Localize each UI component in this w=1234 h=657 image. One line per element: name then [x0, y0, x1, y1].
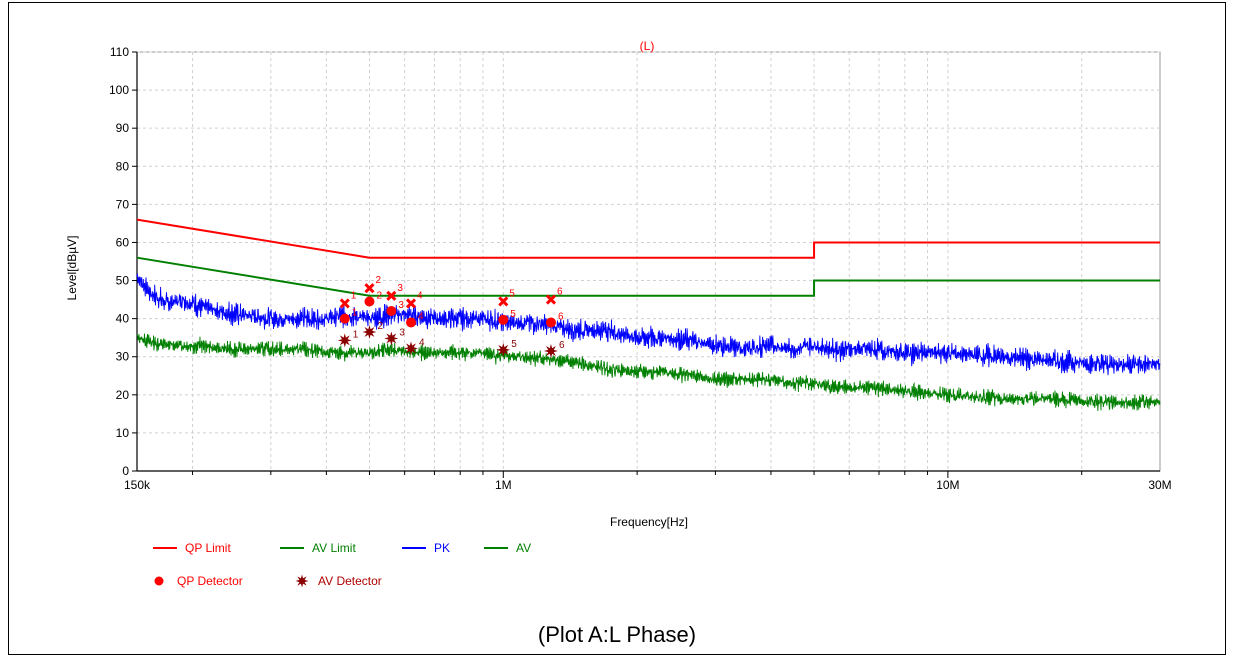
emission-chart: 0 10 20 30 40 50 60 70 80 90 100 110 150k 1M 10M 30M 1 2… [65, 39, 1172, 588]
av-detector-star [543, 344, 558, 359]
y-tick-label: 20 [116, 388, 130, 402]
legend-item: AV [484, 541, 531, 555]
legend-item: QP Detector [154, 574, 243, 588]
av-detector-star [404, 341, 418, 356]
chart-title: (L) [640, 39, 655, 53]
qp-detector-label: 4 [418, 311, 424, 322]
legend-label: QP Limit [185, 541, 231, 555]
y-tick-label: 10 [116, 426, 130, 440]
plot-area [136, 51, 1161, 472]
pk-peak-label: 1 [351, 290, 357, 301]
av-detector-star [496, 342, 511, 357]
pk-peak-cross [405, 298, 417, 309]
pk-peak-marker [545, 294, 557, 305]
series-qp-limit [136, 218, 1160, 259]
pk-peak-marker [405, 298, 417, 309]
av-detector-label: 5 [511, 339, 517, 350]
qp-detector-label: 3 [398, 300, 404, 311]
grid [136, 51, 1161, 472]
legend-item: AV Limit [280, 541, 356, 555]
qp-detector-dot [405, 317, 416, 328]
pk-peak-label: 3 [397, 283, 403, 294]
pk-peak-cross [498, 296, 509, 307]
plot-caption: (Plot A:L Phase) [537, 622, 697, 647]
qp-detector-dot [339, 313, 350, 324]
av-detector-label: 6 [559, 340, 565, 351]
pk-peak-cross [339, 298, 350, 309]
x-tick-label: 30M [1148, 478, 1171, 492]
marker-layer: 1 2 3 4 5 6 1 2 3 4 5 6 1 2 3 4 5 6 [337, 275, 565, 359]
av-detector-label: 3 [399, 327, 405, 338]
av-detector-star [362, 324, 377, 339]
pk-peak-marker [386, 290, 397, 301]
pk-peak-cross [545, 294, 557, 305]
legend-item: QP Limit [153, 541, 231, 555]
qp-detector-dot [364, 296, 375, 307]
pk-peak-cross [364, 283, 375, 294]
av-detector-label: 2 [377, 321, 383, 332]
x-tick-label: 150k [124, 478, 151, 492]
qp-detector-label: 1 [352, 308, 358, 319]
y-tick-label: 0 [122, 464, 129, 478]
qp-detector-dot [386, 306, 397, 317]
pk-peak-label: 2 [375, 275, 381, 286]
x-axis-label: Frequency[Hz] [610, 515, 688, 529]
qp-detector-label: 2 [376, 290, 382, 301]
qp-detector-label: 6 [558, 311, 564, 322]
av-detector-star [337, 333, 352, 348]
series-av-limit [136, 256, 1160, 297]
y-tick-label: 80 [116, 159, 130, 173]
pk-peak-marker [364, 283, 375, 294]
av-detector-label: 1 [353, 329, 359, 340]
y-axis-label: Level[dBµV] [65, 236, 79, 301]
y-tick-label: 30 [116, 350, 130, 364]
legend-item: AV Detector [295, 574, 382, 588]
av-detector-label: 4 [419, 337, 425, 348]
y-tick-label: 40 [116, 312, 130, 326]
y-tick-label: 100 [109, 83, 129, 97]
x-tick-label: 10M [936, 478, 959, 492]
qp-detector-dot [498, 314, 509, 325]
pk-peak-label: 4 [417, 290, 423, 301]
x-tick-label: 1M [495, 478, 512, 492]
pk-peak-marker [498, 296, 509, 307]
legend-dot-swatch [154, 576, 164, 586]
y-tick-label: 70 [116, 197, 130, 211]
legend-label: PK [434, 541, 450, 555]
legend-label: AV [516, 541, 531, 555]
y-tick-label: 110 [110, 45, 129, 59]
y-tick-label: 50 [116, 274, 130, 288]
legend-star-swatch [295, 574, 309, 588]
pk-peak-cross [386, 290, 397, 301]
qp-detector-dot [545, 317, 556, 328]
legend: QP Limit AV Limit PK AV QP Detector AV Detect… [153, 541, 531, 588]
series-layer [136, 218, 1161, 412]
legend-label: QP Detector [177, 574, 243, 588]
y-tick-label: 60 [116, 235, 130, 249]
qp-detector-label: 5 [510, 309, 516, 320]
legend-label: AV Detector [318, 574, 382, 588]
legend-item: PK [402, 541, 450, 555]
av-detector-star [384, 331, 399, 346]
series-av [136, 333, 1161, 412]
legend-label: AV Limit [312, 541, 356, 555]
y-tick-label: 90 [116, 121, 130, 135]
pk-peak-label: 6 [557, 287, 563, 298]
axes: 0 10 20 30 40 50 60 70 80 90 100 110 150k 1M 10M 30M [109, 45, 1172, 492]
pk-peak-marker [339, 298, 350, 309]
pk-peak-label: 5 [509, 288, 515, 299]
series-pk [136, 273, 1161, 376]
